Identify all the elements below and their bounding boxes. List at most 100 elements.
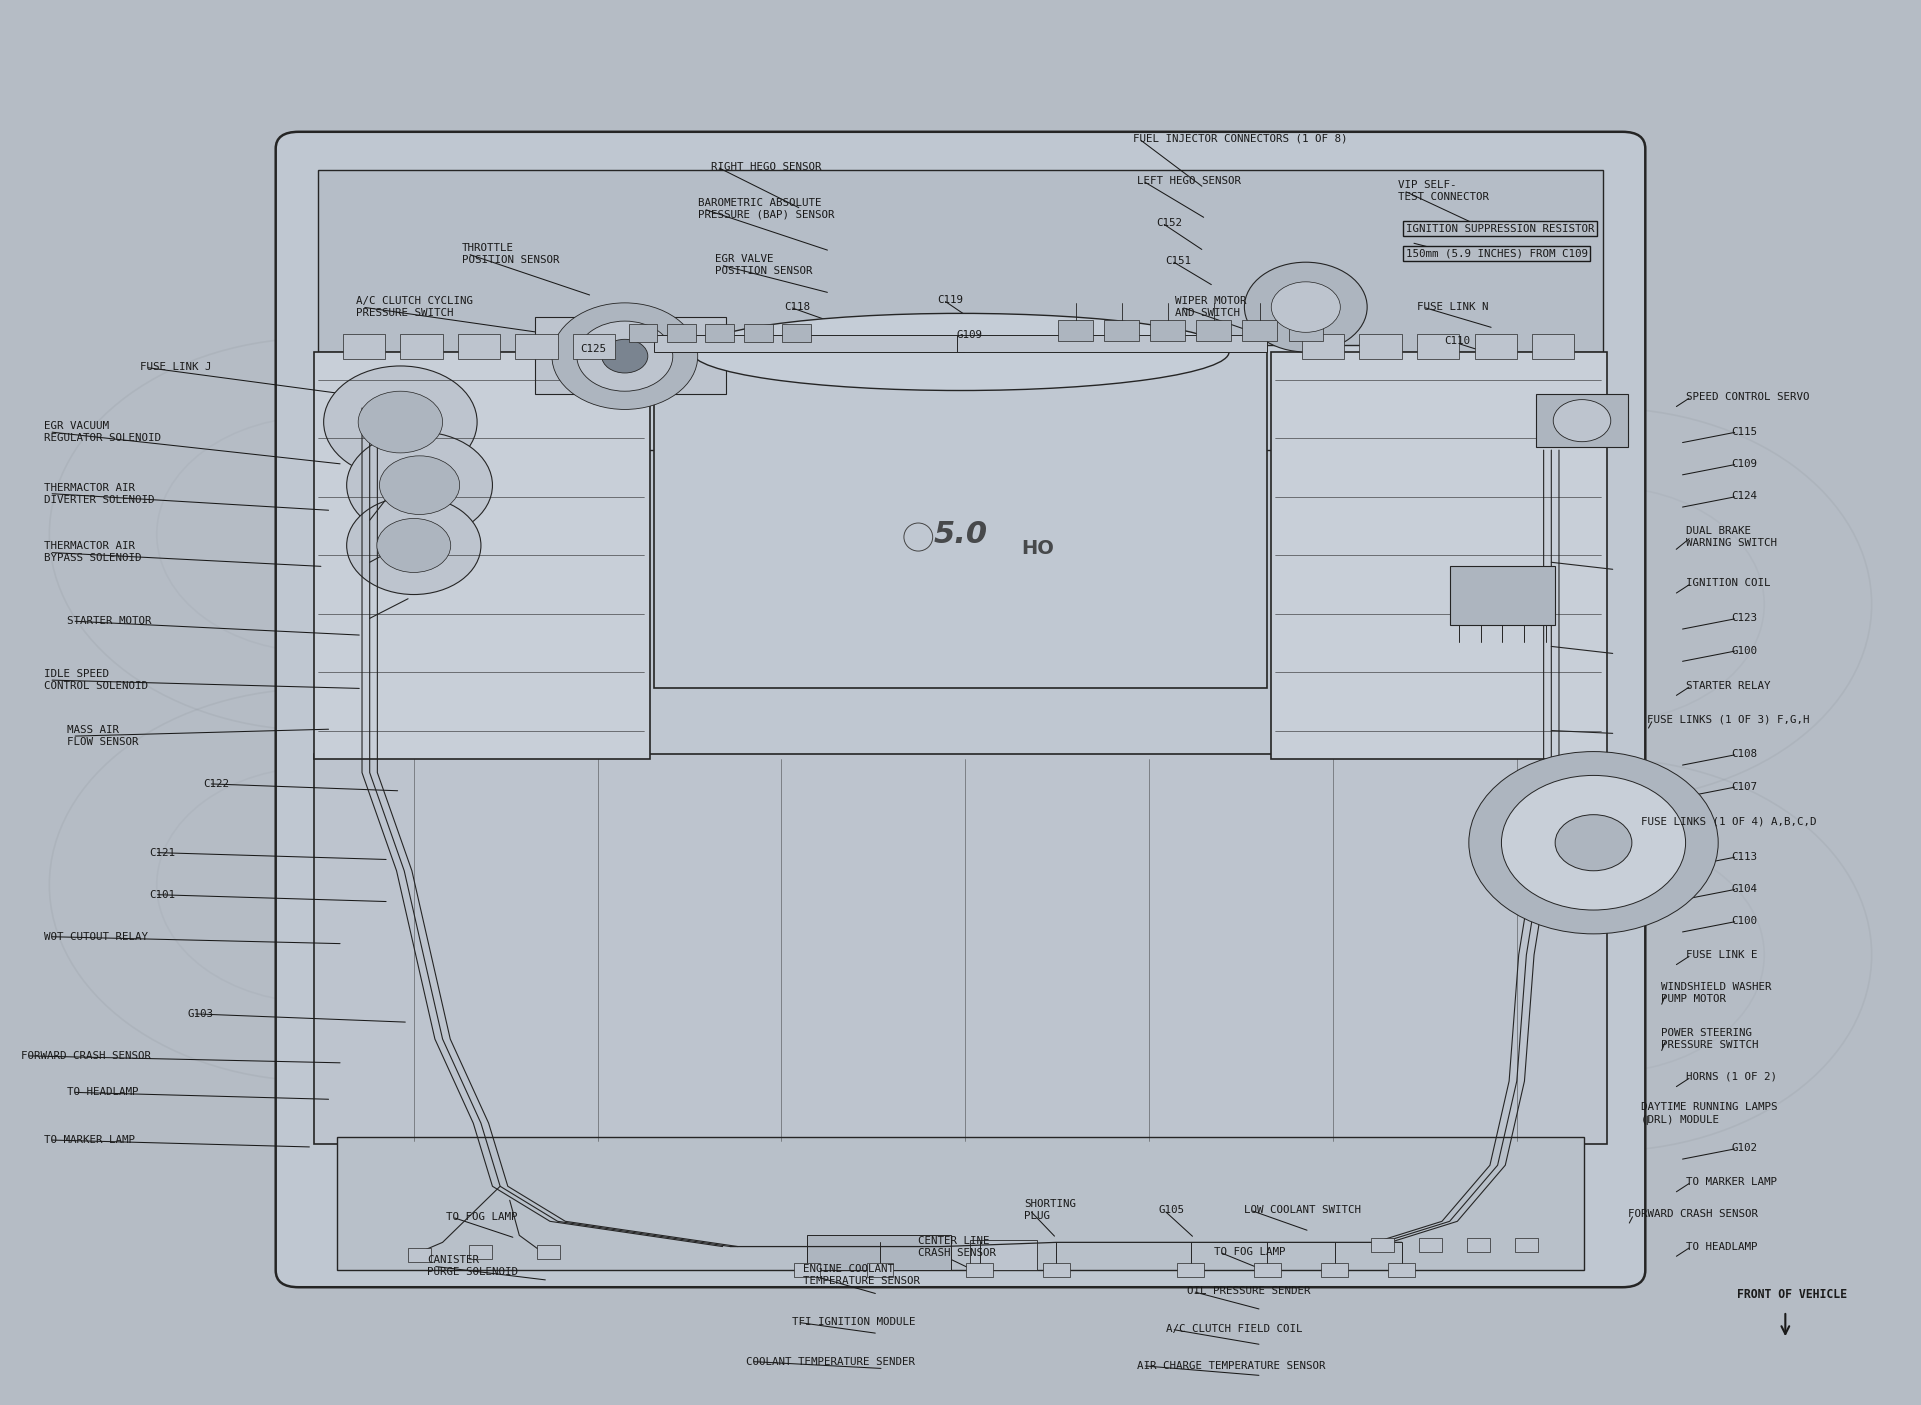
Bar	[1372, 1238, 1395, 1252]
Circle shape	[1556, 815, 1631, 871]
Bar	[407, 1248, 430, 1262]
Circle shape	[380, 455, 459, 514]
Text: THERMACTOR AIR
BYPASS SOLENOID: THERMACTOR AIR BYPASS SOLENOID	[44, 541, 140, 563]
Text: C113: C113	[1731, 851, 1758, 861]
Bar	[970, 1239, 1037, 1270]
Bar	[793, 1263, 820, 1277]
Bar	[1516, 1238, 1539, 1252]
Text: VIP SELF-
TEST CONNECTOR: VIP SELF- TEST CONNECTOR	[1398, 180, 1489, 202]
Bar	[1151, 320, 1185, 341]
Circle shape	[323, 365, 476, 478]
Text: EGR VALVE
POSITION SENSOR: EGR VALVE POSITION SENSOR	[715, 254, 813, 275]
Circle shape	[346, 431, 492, 538]
Text: C124: C124	[1731, 492, 1758, 502]
Bar	[400, 334, 442, 358]
Bar	[1197, 320, 1231, 341]
Bar	[1105, 320, 1139, 341]
Text: OIL PRESSURE SENDER: OIL PRESSURE SENDER	[1187, 1287, 1310, 1297]
Bar	[528, 346, 1393, 450]
Text: FRONT OF VEHICLE: FRONT OF VEHICLE	[1737, 1288, 1848, 1301]
Text: HO: HO	[1020, 538, 1053, 558]
Bar	[1468, 1238, 1491, 1252]
Text: G104: G104	[1731, 884, 1758, 894]
Bar	[572, 334, 615, 358]
Bar	[667, 325, 695, 343]
Text: AIR CHARGE TEMPERATURE SENSOR: AIR CHARGE TEMPERATURE SENSOR	[1137, 1361, 1325, 1371]
Text: STARTER RELAY: STARTER RELAY	[1685, 680, 1769, 691]
Circle shape	[357, 391, 442, 452]
Text: CANISTER
PURGE SOLENOID: CANISTER PURGE SOLENOID	[426, 1255, 519, 1277]
Bar	[705, 325, 734, 343]
Bar	[1243, 320, 1277, 341]
Text: MASS AIR
FLOW SENSOR: MASS AIR FLOW SENSOR	[67, 725, 138, 747]
Bar	[1043, 1263, 1070, 1277]
Text: LEFT HEGO SENSOR: LEFT HEGO SENSOR	[1137, 176, 1241, 185]
Text: FUSE LINK J: FUSE LINK J	[140, 362, 211, 372]
Text: TO FOG LAMP: TO FOG LAMP	[446, 1213, 519, 1222]
Text: C152: C152	[1156, 218, 1181, 228]
Text: FUSE LINK E: FUSE LINK E	[1685, 950, 1758, 960]
Text: G102: G102	[1731, 1144, 1758, 1154]
Bar	[1178, 1263, 1204, 1277]
Text: TO MARKER LAMP: TO MARKER LAMP	[44, 1135, 134, 1145]
Bar	[807, 1235, 951, 1270]
Bar	[1360, 334, 1402, 358]
Bar	[313, 754, 1608, 1144]
Bar	[1322, 1263, 1349, 1277]
Bar	[1058, 320, 1093, 341]
Circle shape	[1470, 752, 1717, 934]
Text: TFI IGNITION MODULE: TFI IGNITION MODULE	[791, 1318, 914, 1328]
Text: ENGINE COOLANT
TEMPERATURE SENSOR: ENGINE COOLANT TEMPERATURE SENSOR	[803, 1263, 920, 1286]
Bar	[1475, 334, 1518, 358]
Bar	[313, 351, 649, 759]
Text: G109: G109	[957, 330, 984, 340]
Bar	[336, 1137, 1585, 1270]
Circle shape	[377, 518, 451, 572]
Bar	[1418, 334, 1460, 358]
Text: C109: C109	[1731, 459, 1758, 469]
Text: RIGHT HEGO SENSOR: RIGHT HEGO SENSOR	[711, 162, 822, 171]
Bar	[1420, 1238, 1443, 1252]
Text: TO MARKER LAMP: TO MARKER LAMP	[1685, 1177, 1777, 1187]
Circle shape	[1272, 282, 1341, 333]
Text: DUAL BRAKE
WARNING SWITCH: DUAL BRAKE WARNING SWITCH	[1685, 525, 1777, 548]
Text: POWER STEERING
PRESSURE SWITCH: POWER STEERING PRESSURE SWITCH	[1660, 1028, 1758, 1050]
Bar	[743, 325, 772, 343]
Circle shape	[576, 322, 672, 391]
Text: C125: C125	[580, 344, 607, 354]
Text: LOW COOLANT SWITCH: LOW COOLANT SWITCH	[1245, 1205, 1362, 1215]
Text: EGR VACUUM
REGULATOR SOLENOID: EGR VACUUM REGULATOR SOLENOID	[44, 422, 161, 443]
Text: G103: G103	[188, 1009, 213, 1019]
Circle shape	[601, 340, 647, 372]
Text: FUEL INJECTOR CONNECTORS (1 OF 8): FUEL INJECTOR CONNECTORS (1 OF 8)	[1133, 133, 1349, 143]
Circle shape	[346, 496, 480, 594]
Bar	[534, 318, 726, 393]
Text: SHORTING
PLUG: SHORTING PLUG	[1024, 1198, 1076, 1221]
Text: TO FOG LAMP: TO FOG LAMP	[1214, 1248, 1285, 1257]
Text: FORWARD CRASH SENSOR: FORWARD CRASH SENSOR	[21, 1051, 150, 1061]
Bar	[469, 1245, 492, 1259]
Text: SPEED CONTROL SERVO: SPEED CONTROL SERVO	[1685, 392, 1810, 402]
Text: THERMACTOR AIR
DIVERTER SOLENOID: THERMACTOR AIR DIVERTER SOLENOID	[44, 482, 154, 504]
Text: FORWARD CRASH SENSOR: FORWARD CRASH SENSOR	[1627, 1210, 1758, 1220]
Bar	[317, 170, 1604, 351]
Bar	[957, 336, 1268, 351]
Text: CENTER LINE
CRASH SENSOR: CENTER LINE CRASH SENSOR	[918, 1235, 997, 1257]
Text: C119: C119	[937, 295, 964, 305]
Text: TO HEADLAMP: TO HEADLAMP	[1685, 1242, 1758, 1252]
Circle shape	[1554, 399, 1612, 441]
Bar	[1254, 1263, 1281, 1277]
Text: C121: C121	[150, 847, 175, 857]
Text: G100: G100	[1731, 646, 1758, 656]
Text: C123: C123	[1731, 614, 1758, 624]
Bar	[653, 336, 964, 351]
Text: C110: C110	[1445, 336, 1470, 346]
Text: 5.0: 5.0	[934, 520, 987, 549]
Bar	[342, 334, 384, 358]
Text: C101: C101	[150, 889, 175, 899]
Bar	[966, 1263, 993, 1277]
Circle shape	[551, 303, 697, 409]
Text: C108: C108	[1731, 749, 1758, 759]
Text: C100: C100	[1731, 916, 1758, 926]
Bar	[536, 1245, 559, 1259]
